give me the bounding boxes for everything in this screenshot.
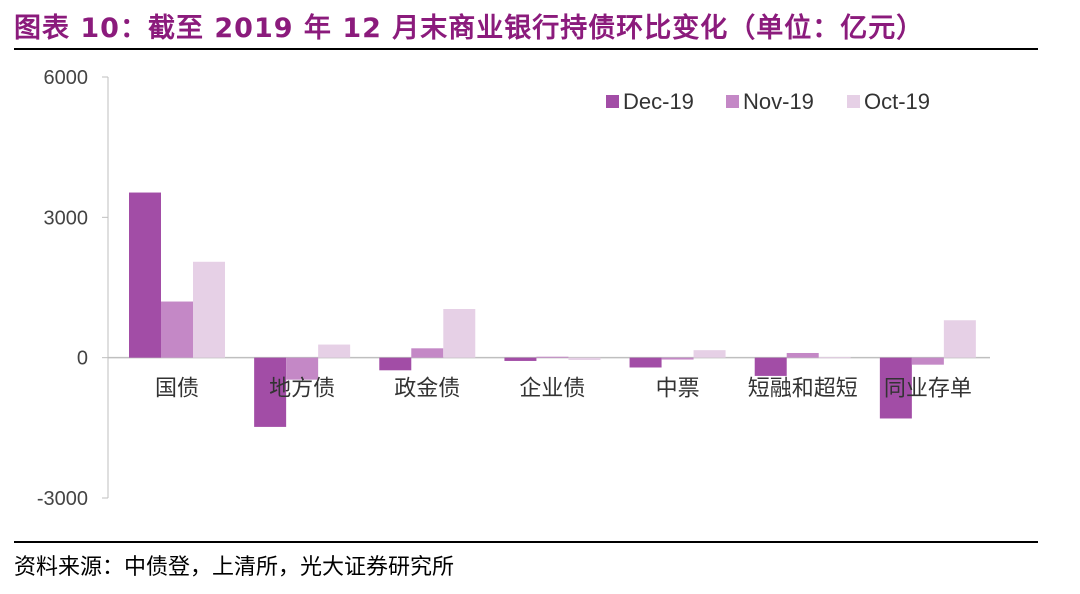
- legend-label-oct-19: Oct-19: [864, 89, 930, 114]
- bar-dec-19-0: [129, 192, 161, 358]
- bar-oct-19-5: [818, 357, 851, 359]
- bar-oct-19-0: [193, 261, 225, 358]
- y-tick-label: 3000: [44, 207, 89, 229]
- category-label: 中票: [656, 377, 700, 402]
- bar-nov-19-6: [911, 357, 944, 365]
- y-tick-label: -3000: [37, 488, 88, 510]
- bar-oct-19-3: [568, 357, 601, 361]
- footer-divider: [14, 541, 1038, 543]
- bar-dec-19-1: [254, 357, 287, 427]
- bar-nov-19-0: [161, 301, 193, 358]
- bar-oct-19-2: [443, 309, 476, 358]
- bar-dec-19-5: [754, 357, 787, 376]
- chart-legend: Dec-19 Nov-19 Oct-19: [606, 89, 930, 114]
- category-label: 地方债: [269, 377, 335, 402]
- legend-label-dec-19: Dec-19: [623, 89, 694, 114]
- axis-layer: 6000 3000 0 -3000: [37, 67, 990, 510]
- category-label: 同业存单: [884, 377, 972, 402]
- y-tick-label: 6000: [44, 67, 89, 89]
- bar-dec-19-6: [879, 357, 912, 419]
- legend-swatch-oct-19: [847, 95, 860, 108]
- bar-nov-19-4: [661, 357, 694, 360]
- category-label: 国债: [155, 377, 199, 402]
- bar-nov-19-2: [411, 348, 444, 358]
- bar-nov-19-5: [786, 352, 819, 358]
- legend-swatch-dec-19: [606, 95, 619, 108]
- figure-title: 图表 10：截至 2019 年 12 月末商业银行持债环比变化（单位：亿元）: [14, 13, 925, 44]
- category-label: 政金债: [394, 377, 460, 402]
- title-divider: [14, 48, 1038, 50]
- bar-dec-19-3: [504, 357, 537, 361]
- category-label: 短融和超短: [748, 377, 858, 402]
- bar-oct-19-4: [693, 350, 726, 358]
- label-layer: 国债 地方债 政金债 企业债 中票 短融和超短 同业存单: [155, 377, 972, 402]
- source-note: 资料来源：中债登，上清所，光大证券研究所: [14, 555, 455, 580]
- bar-layer: [129, 192, 976, 427]
- legend-label-nov-19: Nov-19: [743, 89, 814, 114]
- legend-swatch-nov-19: [726, 95, 739, 108]
- bar-chart: 6000 3000 0 -3000 国债 地方债 政金债 企业债 中票 短融和超短 同业存单 De…: [37, 67, 990, 510]
- bar-oct-19-1: [318, 344, 351, 358]
- category-label: 企业债: [519, 377, 585, 402]
- bar-dec-19-4: [629, 357, 662, 368]
- y-tick-label: 0: [77, 348, 88, 370]
- bar-nov-19-1: [286, 357, 319, 380]
- bar-oct-19-6: [943, 320, 976, 358]
- bar-dec-19-2: [379, 357, 412, 371]
- bar-nov-19-3: [536, 356, 569, 358]
